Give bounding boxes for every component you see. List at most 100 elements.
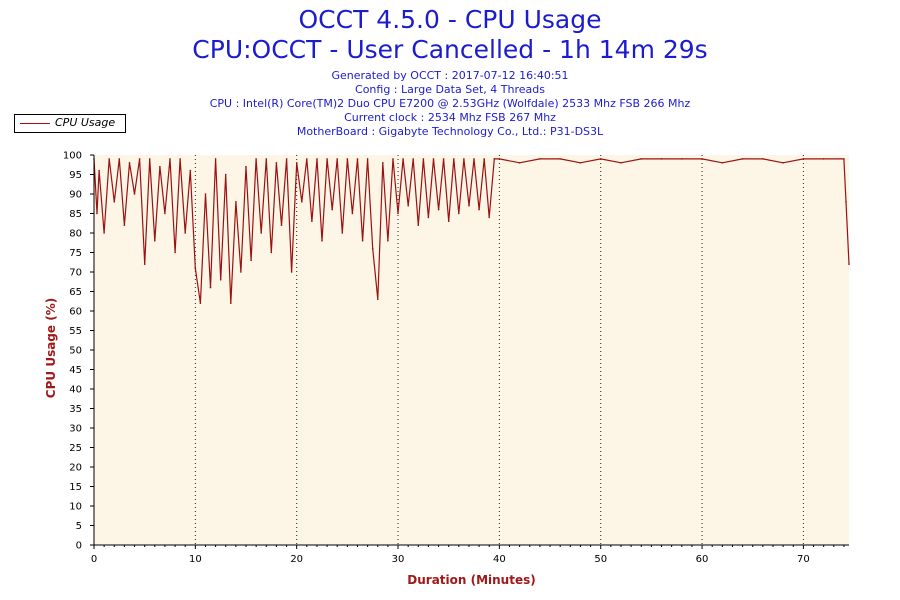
x-tick-label: 30	[392, 554, 405, 565]
x-tick-label: 60	[696, 554, 709, 565]
info-generated: Generated by OCCT : 2017-07-12 16:40:51	[331, 69, 569, 82]
data-point	[204, 193, 207, 195]
legend-label: CPU Usage	[55, 116, 116, 129]
data-point	[427, 216, 430, 219]
data-point	[103, 232, 105, 234]
y-tick-label: 95	[69, 170, 82, 181]
y-tick-label: 20	[69, 463, 82, 474]
data-point	[98, 169, 100, 172]
data-point	[822, 158, 825, 160]
chart-title: OCCT 4.5.0 - CPU Usage	[298, 5, 602, 34]
y-tick-label: 5	[76, 521, 82, 532]
legend: CPU Usage	[14, 114, 126, 133]
data-point	[108, 158, 110, 160]
y-tick-label: 25	[69, 443, 82, 454]
data-point	[174, 251, 176, 254]
y-tick-label: 30	[69, 424, 82, 435]
x-tick-label: 10	[189, 554, 202, 565]
data-point	[113, 201, 116, 203]
info-motherboard: MotherBoard : Gigabyte Technology Co., L…	[296, 125, 604, 138]
y-tick-label: 85	[69, 209, 82, 220]
data-point	[579, 162, 582, 164]
y-tick-label: 45	[69, 365, 82, 376]
data-point	[270, 251, 273, 254]
data-point	[96, 212, 98, 215]
series-layer	[93, 158, 850, 305]
data-point	[366, 158, 369, 160]
data-point	[412, 158, 415, 160]
data-point	[311, 220, 313, 223]
data-point	[184, 232, 186, 234]
data-point	[402, 158, 404, 160]
data-point	[660, 158, 663, 160]
tick-layer: 0 10 20 30 40 50 60 70 0 5 10 15 20 25 30 35 40 45 50 55 60 6…	[63, 151, 845, 565]
data-point	[361, 240, 364, 242]
data-point	[442, 158, 445, 160]
data-point	[473, 158, 475, 160]
data-point	[782, 162, 784, 164]
data-point	[701, 158, 703, 160]
data-point	[301, 201, 303, 203]
y-tick-label: 35	[69, 404, 82, 415]
data-point	[250, 259, 252, 262]
y-tick-label: 10	[69, 502, 82, 513]
data-point	[848, 263, 850, 266]
data-point	[387, 240, 389, 242]
data-point	[154, 240, 156, 242]
y-tick-label: 15	[69, 482, 82, 493]
data-point	[275, 162, 278, 164]
data-point	[453, 158, 455, 160]
data-point	[407, 204, 410, 207]
data-point	[230, 302, 232, 305]
data-point	[620, 162, 622, 164]
data-point	[346, 158, 349, 160]
y-tick-label: 40	[69, 385, 82, 396]
data-point	[295, 162, 298, 164]
data-point	[123, 224, 126, 226]
data-point	[245, 165, 247, 168]
y-tick-label: 0	[76, 541, 82, 552]
data-point	[148, 158, 151, 160]
data-point	[488, 216, 491, 219]
data-point	[432, 158, 435, 160]
data-point	[681, 158, 683, 160]
info-cpu: CPU : Intel(R) Core(TM)2 Duo CPU E7200 @…	[209, 97, 691, 110]
data-point	[721, 162, 724, 164]
data-point	[316, 158, 318, 160]
x-axis-label: Duration (Minutes)	[407, 573, 535, 587]
y-tick-label: 65	[69, 287, 82, 298]
data-point	[265, 158, 268, 160]
data-point	[447, 220, 450, 223]
info-config: Config : Large Data Set, 4 Threads	[355, 83, 545, 96]
data-point	[802, 158, 805, 160]
x-tick-label: 40	[493, 554, 506, 565]
data-point	[518, 162, 521, 164]
data-point	[179, 158, 181, 160]
data-point	[559, 158, 561, 160]
data-point	[437, 208, 440, 211]
data-point	[356, 158, 359, 160]
data-point	[397, 212, 399, 215]
data-point	[351, 212, 354, 215]
data-point	[498, 158, 501, 160]
y-axis-label: CPU Usage (%)	[44, 298, 58, 398]
data-point	[306, 158, 308, 160]
data-point	[336, 158, 339, 160]
grid-lines	[194, 155, 804, 545]
data-point	[169, 158, 171, 160]
data-point	[159, 165, 161, 168]
data-point	[240, 271, 242, 273]
data-point	[280, 224, 283, 226]
y-tick-label: 55	[69, 326, 82, 337]
data-point	[138, 158, 141, 160]
data-point	[463, 158, 465, 160]
data-point	[762, 158, 764, 160]
data-point	[741, 158, 744, 160]
data-point	[326, 158, 328, 160]
data-point	[468, 204, 470, 207]
data-point	[260, 232, 263, 234]
data-point	[290, 271, 293, 273]
y-tick-label: 50	[69, 346, 82, 357]
data-point	[235, 201, 237, 203]
